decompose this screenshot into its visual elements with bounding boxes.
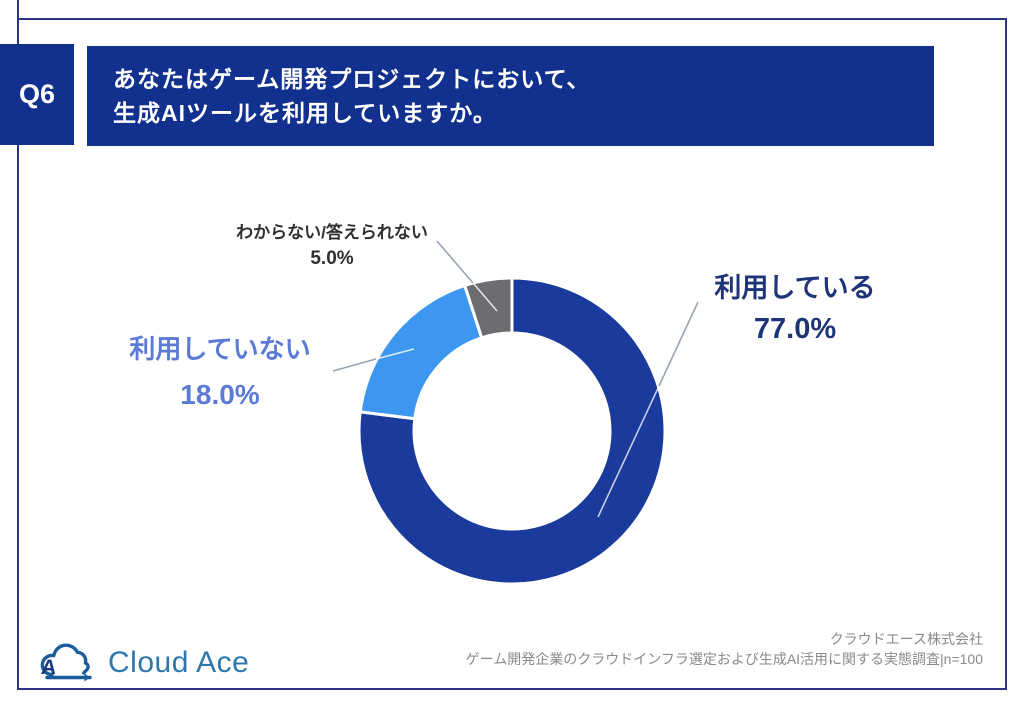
- donut-slice-0: [357, 276, 667, 586]
- question-title-bar: あなたはゲーム開発プロジェクトにおいて、 生成AIツールを利用していますか。: [87, 46, 934, 146]
- slide-border-stub: [17, 0, 19, 19]
- callout-using: 利用している 77.0%: [688, 266, 902, 346]
- question-title-line2: 生成AIツールを利用していますか。: [113, 100, 497, 126]
- donut-slice-1: [358, 283, 484, 421]
- cloud-ace-logo: A Cloud Ace: [36, 641, 249, 685]
- svg-text:A: A: [40, 656, 58, 679]
- survey-title: ゲーム開発企業のクラウドインフラ選定および生成AI活用に関する実態調査|n=10…: [465, 651, 983, 667]
- cloud-ace-logo-text: Cloud Ace: [108, 646, 250, 679]
- callout-using-label: 利用している: [714, 273, 876, 303]
- leader-line-no-inner: [375, 348, 415, 360]
- survey-company: クラウドエース株式会社: [829, 631, 983, 647]
- cloud-ace-logo-icon: A: [40, 643, 92, 682]
- callout-not-using: 利用していない 18.0%: [108, 329, 332, 411]
- donut-slices: [357, 276, 667, 586]
- slide-border: [17, 18, 1007, 690]
- leader-line-no-outer: [332, 358, 377, 372]
- callout-not-using-value: 18.0%: [180, 379, 260, 410]
- leader-lines: [332, 240, 699, 518]
- question-title-line1: あなたはゲーム開発プロジェクトにおいて、: [113, 66, 591, 92]
- donut-slice-2: [462, 276, 514, 340]
- survey-source: クラウドエース株式会社 ゲーム開発企業のクラウドインフラ選定および生成AI活用に…: [466, 629, 983, 669]
- callout-using-value: 77.0%: [753, 313, 837, 345]
- callout-dont-know-value: 5.0%: [310, 248, 354, 269]
- callout-dont-know-label: わからない/答えられない: [236, 223, 428, 242]
- leader-line-dk-inner: [472, 282, 498, 312]
- leader-line-yes-outer: [658, 301, 699, 387]
- question-number: Q6: [18, 79, 56, 109]
- callout-dont-know: わからない/答えられない 5.0%: [222, 218, 442, 270]
- leader-line-dk-outer: [436, 240, 474, 284]
- callout-not-using-label: 利用していない: [129, 334, 311, 364]
- leader-line-yes-inner: [597, 385, 660, 518]
- question-number-badge: Q6: [0, 44, 74, 145]
